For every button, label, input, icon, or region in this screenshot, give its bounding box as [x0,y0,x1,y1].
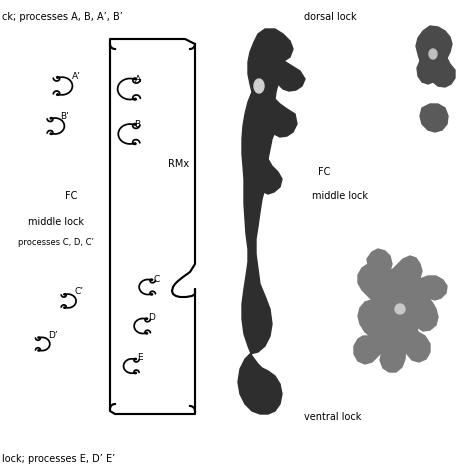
Text: A’: A’ [72,72,81,81]
Text: dorsal lock: dorsal lock [304,12,356,22]
Text: D: D [148,313,155,322]
Text: ventral lock: ventral lock [304,412,361,422]
Text: processes C, D, C’: processes C, D, C’ [18,237,94,246]
Text: FC: FC [318,167,330,177]
Text: middle lock: middle lock [28,217,84,227]
Text: E: E [137,354,143,363]
Text: RMx: RMx [168,159,189,169]
Polygon shape [416,26,455,87]
Text: middle lock: middle lock [312,191,368,201]
Polygon shape [254,79,264,93]
Polygon shape [420,104,448,132]
Text: ck; processes A, B, A’, B’: ck; processes A, B, A’, B’ [2,12,123,22]
Text: lock; processes E, D’ E’: lock; processes E, D’ E’ [2,454,115,464]
Text: C: C [154,274,160,283]
Polygon shape [429,49,437,59]
Text: B’: B’ [60,111,69,120]
Text: C’: C’ [75,288,84,297]
Polygon shape [354,249,447,372]
Text: A: A [135,74,141,83]
Polygon shape [395,304,405,314]
Text: FC: FC [65,191,77,201]
Text: D’: D’ [48,331,58,340]
Text: B: B [134,119,140,128]
Polygon shape [238,29,305,414]
